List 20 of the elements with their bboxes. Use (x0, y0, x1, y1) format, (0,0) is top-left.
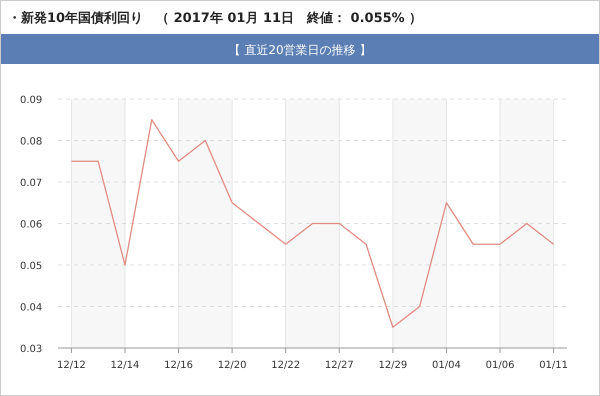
y-tick-label: 0.08 (20, 136, 42, 148)
y-tick-label: 0.05 (20, 261, 42, 272)
x-tick-label: 01/04 (432, 360, 461, 371)
y-tick-label: 0.09 (20, 95, 42, 106)
x-tick-label: 12/12 (56, 360, 86, 371)
x-tick-label: 01/11 (539, 360, 568, 371)
chart-title: ・新発10年国債利回り （ 2017年 01月 11日 終値： 0.055% ） (8, 10, 422, 26)
line-series (70, 119, 554, 328)
y-tick-label: 0.04 (20, 302, 42, 314)
x-tick-label: 12/22 (271, 360, 300, 371)
x-tick-label: 12/20 (218, 360, 247, 371)
chart-subtitle: 【 直近20営業日の推移 】 (228, 43, 372, 57)
y-tick-label: 0.07 (20, 178, 42, 189)
x-tick-label: 12/16 (164, 360, 193, 371)
y-tick-label: 0.06 (20, 220, 42, 230)
x-tick-label: 01/06 (486, 360, 514, 371)
y-tick-label: 0.03 (20, 344, 42, 355)
x-tick-label: 12/29 (378, 360, 408, 371)
x-tick-label: 12/14 (110, 360, 140, 371)
x-tick-label: 12/27 (324, 360, 354, 371)
